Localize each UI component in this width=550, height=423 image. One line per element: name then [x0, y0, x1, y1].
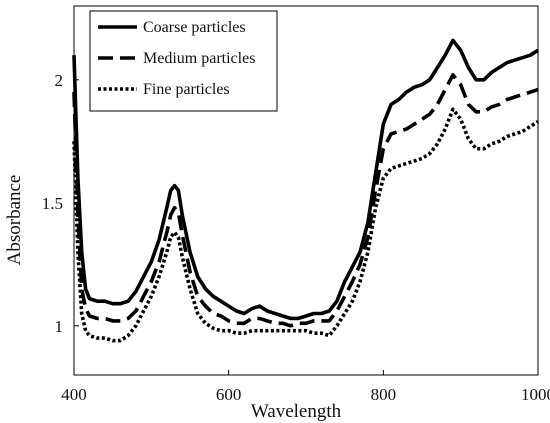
- legend-label-2: Medium particles: [143, 50, 255, 67]
- legend-label-1: Coarse particles: [143, 19, 246, 36]
- x-axis-label: Wavelength: [251, 401, 342, 422]
- y-tick-label: 1.5: [42, 194, 63, 213]
- legend: Coarse particles Medium particles Fine par…: [89, 10, 278, 112]
- series-line-2: [72, 73, 539, 328]
- x-axis-ticks: 400 600 800 1000: [61, 370, 550, 404]
- x-tick-label: 1000: [521, 385, 550, 404]
- y-axis-label: Absorbance: [4, 175, 25, 266]
- y-tick-label: 1: [55, 317, 64, 336]
- x-tick-label: 800: [371, 385, 397, 404]
- y-tick-label: 2: [55, 71, 64, 90]
- x-tick-label: 400: [61, 385, 87, 404]
- series-layer: [72, 38, 539, 343]
- plot-frame: [73, 5, 539, 376]
- x-tick-label: 600: [216, 385, 242, 404]
- y-axis-ticks: 11.52: [42, 71, 79, 336]
- series-line-3: [72, 107, 539, 343]
- legend-label-3: Fine particles: [143, 81, 230, 98]
- series-line-1: [72, 38, 539, 321]
